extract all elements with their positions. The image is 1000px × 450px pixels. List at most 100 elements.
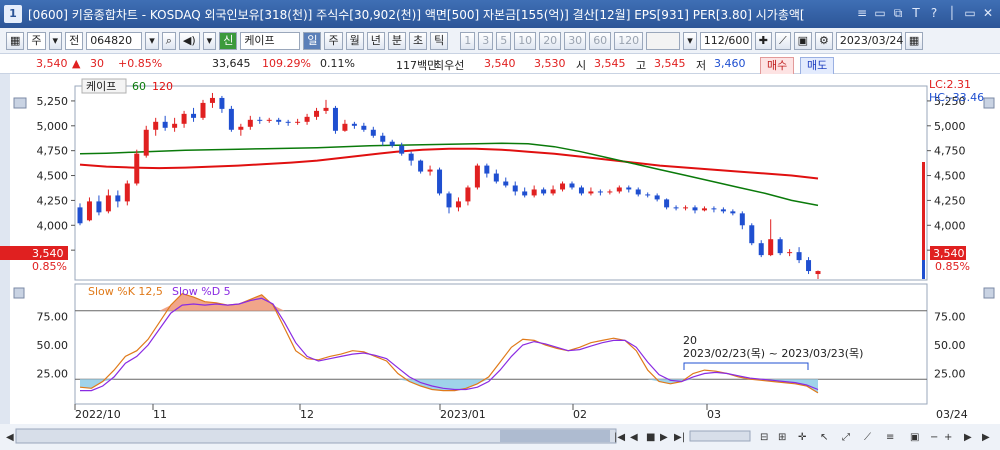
sell-button[interactable]: 매도 [800, 57, 835, 75]
menu-icon[interactable]: ≡ [856, 6, 868, 20]
osc-tick-label-right: 75.00 [934, 311, 966, 324]
zoom-in-icon[interactable]: ⊞ [778, 432, 786, 443]
period-unit-select[interactable]: 주 [27, 31, 46, 50]
osc-tick-label-right: 50.00 [934, 339, 966, 352]
y-tick-label-right: 4,000 [934, 219, 966, 232]
candle-body [692, 207, 698, 211]
text-size-icon[interactable]: T [912, 6, 920, 20]
interval-button[interactable]: 60 [589, 31, 612, 50]
chevron-down-icon[interactable]: ▾ [145, 31, 159, 50]
candle-body [143, 129, 149, 156]
tab-period-month[interactable]: 월 [345, 31, 364, 50]
crosshair-icon[interactable]: ✛ [798, 432, 807, 443]
drawing-icon[interactable]: ⟋ [774, 31, 791, 50]
chevron-down-icon[interactable]: ▾ [48, 31, 63, 50]
candle-body [228, 108, 234, 130]
scroll-end-left-icon[interactable]: |◀ [614, 432, 625, 443]
fibonacci-icon[interactable]: ≡ [886, 432, 894, 443]
candle-body [569, 183, 575, 188]
cursor-icon[interactable]: ↖ [820, 432, 828, 443]
grid-icon[interactable]: ▦ [6, 31, 25, 50]
maximize-panel-icon[interactable] [983, 97, 995, 109]
draw-line-icon[interactable]: ⟋ [864, 432, 871, 443]
candle-body [105, 195, 111, 212]
interval-button[interactable]: 120 [614, 31, 644, 50]
tab-period-tick[interactable]: 틱 [430, 31, 449, 50]
play-icon[interactable]: ▶ [660, 432, 668, 443]
chevron-down-icon[interactable]: ▾ [202, 31, 217, 50]
stop-icon[interactable]: ■ [646, 432, 655, 443]
stochastic-lines [79, 293, 819, 394]
volume: 33,645 [212, 57, 251, 70]
candle-body [389, 141, 395, 146]
interval-button[interactable]: 30 [564, 31, 587, 50]
tab-period-week[interactable]: 주 [324, 31, 343, 50]
price-change-pct: +0.85% [118, 57, 163, 70]
tab-period-minute[interactable]: 분 [387, 31, 406, 50]
play-back-icon[interactable]: ◀ [630, 432, 638, 443]
title-bar: 1 [0600] 키움종합차트 - KOSDAQ 외국인보유[318(천)] 주… [0, 0, 1000, 28]
candle-body [219, 97, 225, 109]
new-listing-tag: 신 [219, 31, 238, 50]
candle-body [787, 252, 793, 254]
interval-button[interactable]: 1 [460, 31, 476, 50]
zoom-track[interactable] [689, 430, 751, 442]
scroll-right-icon[interactable]: ▶ [964, 432, 972, 443]
maximize-panel-icon[interactable] [983, 287, 995, 299]
candle-body [626, 187, 632, 190]
help-icon[interactable]: ? [930, 6, 938, 20]
scroll-left-icon[interactable]: ◀ [6, 432, 14, 443]
candle-body [720, 209, 726, 212]
y-tick-label-left: 4,500 [37, 170, 69, 183]
x-tick-label: 11 [153, 408, 167, 421]
tile-icon[interactable]: ⧉ [893, 6, 903, 20]
stock-code-input[interactable]: 064820 [86, 31, 143, 50]
indicator-icon[interactable]: ✚ [754, 31, 772, 50]
interval-button[interactable]: 20 [539, 31, 562, 50]
candle-body [181, 113, 187, 124]
speaker-icon[interactable]: ◀) [178, 31, 200, 50]
camera-icon[interactable]: ▣ [910, 432, 919, 443]
panel-menu-icon[interactable] [13, 97, 27, 109]
save-icon[interactable]: ▣ [793, 31, 813, 50]
scroll-last-icon[interactable]: ▶ [982, 432, 990, 443]
panel-menu-icon[interactable] [13, 287, 25, 299]
y-tick-label-left: 4,750 [37, 145, 69, 158]
settings-icon[interactable]: ⚙ [815, 31, 833, 50]
prefix-select[interactable]: 전 [65, 31, 84, 50]
interval-button[interactable]: 10 [514, 31, 537, 50]
scroll-track[interactable] [15, 428, 617, 444]
chevron-down-icon[interactable]: ▾ [683, 31, 697, 50]
candle-body [418, 160, 424, 172]
maximize-icon[interactable]: ▭ [964, 6, 976, 20]
window-controls: ≡ ▭ ⧉ T ? │ ▭ ✕ [854, 4, 996, 22]
tab-period-day[interactable]: 일 [303, 31, 322, 50]
interval-button[interactable]: 5 [496, 31, 512, 50]
expand-icon[interactable]: ⤢ [842, 432, 850, 443]
data-count-input[interactable]: 112/600 [699, 31, 752, 50]
annotation-bracket [683, 362, 809, 370]
scroll-thumb[interactable] [500, 430, 610, 442]
buy-button[interactable]: 매수 [760, 57, 795, 75]
date-input[interactable]: 2023/03/24 [835, 31, 903, 50]
custom-interval-input[interactable] [646, 31, 681, 50]
candle-body [96, 201, 102, 213]
interval-button[interactable]: 3 [478, 31, 494, 50]
candle-body [191, 113, 197, 118]
quote-bar: 3,540 ▲ 30 +0.85% 33,645 109.29% 0.11% 1… [0, 54, 1000, 75]
candle-body [701, 208, 707, 211]
restore-icon[interactable]: ▭ [874, 6, 886, 20]
calendar-icon[interactable]: ▦ [904, 31, 924, 50]
tab-period-year[interactable]: 년 [366, 31, 385, 50]
remove-icon[interactable]: − [930, 432, 938, 443]
scroll-end-right-icon[interactable]: ▶| [674, 432, 685, 443]
price-panel [74, 85, 928, 281]
candle-body [209, 97, 215, 103]
search-icon[interactable]: ⌕ [161, 31, 176, 50]
chart-area[interactable]: 5,250 5,250 5,000 5,000 4,750 4,750 4,500 4,500… [0, 74, 1000, 450]
turnover-rate: 0.11% [320, 57, 355, 70]
tab-period-second[interactable]: 초 [408, 31, 428, 50]
add-icon[interactable]: + [944, 432, 952, 443]
zoom-out-icon[interactable]: ⊟ [760, 432, 768, 443]
close-icon[interactable]: ✕ [982, 6, 994, 20]
